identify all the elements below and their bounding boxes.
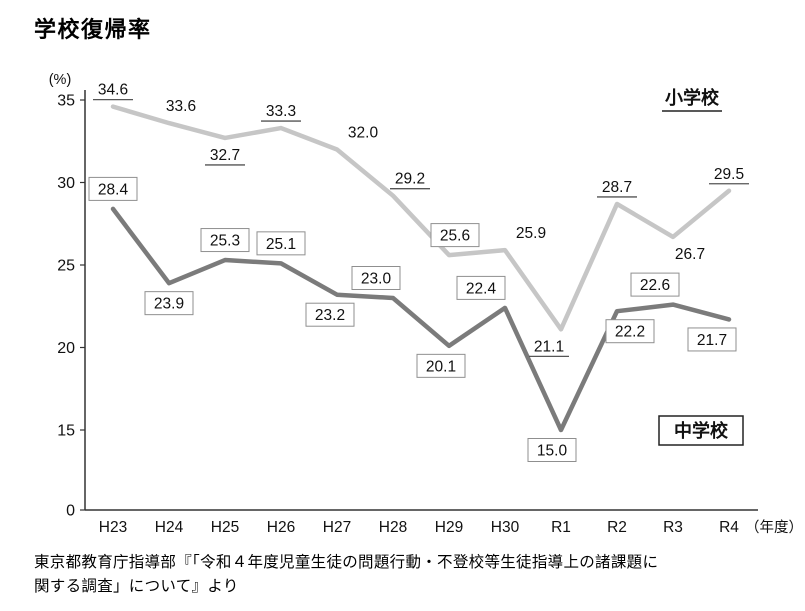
y-axis-unit: (%)	[49, 72, 72, 88]
value-label: 23.9	[154, 296, 184, 313]
y-tick-label: 0	[66, 503, 75, 520]
value-label: 15.0	[537, 443, 568, 460]
y-tick-label: 20	[57, 340, 75, 357]
value-label-box	[430, 223, 480, 248]
series-line-junior-high	[110, 206, 732, 433]
x-tick-label: R4	[719, 519, 739, 536]
x-tick-label: H28	[379, 519, 407, 536]
value-label-box	[527, 438, 577, 462]
x-tick-label: H23	[99, 519, 127, 536]
value-label-box	[605, 319, 655, 344]
value-label-box	[456, 275, 506, 300]
value-label: 22.6	[640, 277, 670, 294]
value-label: 32.7	[210, 147, 240, 164]
source-line-2: 関する調査」について』より	[34, 578, 239, 596]
y-tick-label: 35	[57, 93, 75, 110]
x-tick-label: R1	[551, 519, 571, 536]
value-label: 25.1	[266, 236, 296, 253]
series-label-elementary: 小学校	[665, 87, 720, 108]
value-label: 22.2	[615, 324, 645, 341]
value-label: 32.0	[348, 125, 379, 142]
value-label: 21.1	[534, 338, 564, 355]
value-label: 23.2	[315, 307, 345, 324]
x-tick-label: H24	[155, 519, 184, 536]
value-label: 29.5	[714, 166, 744, 183]
value-label-box	[687, 327, 737, 352]
value-label: 33.6	[166, 98, 196, 115]
y-tick-label: 15	[57, 423, 75, 440]
series-label-junior-high: 中学校	[674, 420, 729, 441]
series-line-elementary	[110, 104, 732, 332]
value-label-box	[416, 353, 466, 378]
value-label: 28.7	[602, 179, 632, 196]
x-tick-label: H30	[491, 519, 520, 536]
value-label: 28.4	[98, 181, 129, 198]
value-label-box	[305, 302, 355, 327]
x-tick-label: H25	[211, 519, 239, 536]
chart-title: 学校復帰率	[34, 17, 152, 42]
value-label: 23.0	[361, 271, 392, 288]
value-label-box	[88, 176, 138, 201]
source-line-1: 東京都教育庁指導部『「令和４年度児童生徒の問題行動・不登校等生徒指導上の諸課題に	[34, 554, 659, 571]
value-label: 25.3	[210, 233, 240, 250]
x-tick-label: H26	[267, 519, 295, 536]
x-tick-label: R2	[607, 519, 627, 536]
value-label: 34.6	[98, 82, 128, 99]
x-tick-label: H27	[323, 519, 351, 536]
source-note: 東京都教育庁指導部『「令和４年度児童生徒の問題行動・不登校等生徒指導上の諸課題に…	[34, 551, 658, 599]
value-label-box	[144, 291, 194, 316]
value-label-box	[351, 266, 401, 290]
value-label: 29.2	[395, 171, 425, 188]
value-label-box	[200, 228, 250, 253]
value-label: 21.7	[697, 332, 727, 349]
series-label-junior-high-box	[658, 415, 744, 446]
value-label: 26.7	[675, 246, 705, 263]
y-tick-label: 30	[57, 175, 75, 192]
value-label: 20.1	[426, 358, 456, 375]
value-label-box	[630, 272, 680, 297]
value-label: 33.3	[266, 103, 296, 120]
x-tick-label: R3	[663, 519, 683, 536]
x-tick-label: H29	[435, 519, 463, 536]
value-label-box	[256, 231, 306, 256]
value-label: 25.6	[440, 228, 470, 245]
x-axis-unit: （年度）	[745, 519, 803, 536]
y-tick-label: 25	[57, 258, 75, 275]
value-label: 22.4	[466, 280, 497, 297]
value-label: 25.9	[516, 225, 546, 242]
